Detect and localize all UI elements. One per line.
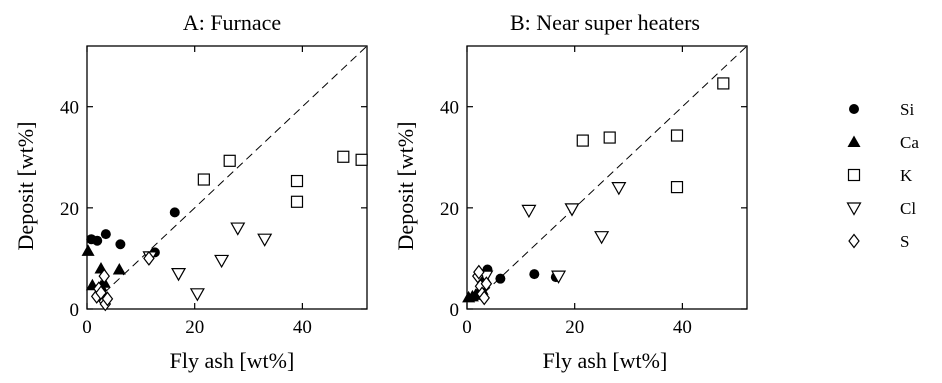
reference-line-group [103,45,368,294]
legend-label: K [900,166,913,185]
data-point-s [143,250,155,266]
data-point-k [337,150,350,163]
data-point-cl [189,288,205,302]
chart-title: B: Near super heaters [510,10,700,35]
reference-line [103,45,368,294]
data-point-k [576,134,589,147]
data-point-cl [521,204,537,219]
legend-item-cl: Cl [846,199,916,218]
data-point-cl [257,233,273,247]
data-point-si [529,269,540,280]
x-tick-label: 20 [565,317,584,338]
data-point-s [480,276,493,292]
data-points [462,77,730,306]
legend-item-ca: Ca [847,133,919,152]
data-point-cl [230,222,246,236]
data-point-k [290,195,304,208]
reference-line-group [483,45,748,294]
y-tick-label: 0 [450,300,460,321]
data-point-k [717,77,730,90]
data-point-cl [564,203,580,217]
legend-marker-cl [846,202,862,216]
series-cl [478,182,627,284]
data-point-cl [594,231,610,245]
axis-ticks: 0 20 40 0 20 40 [60,46,367,338]
legend-marker-s [848,233,860,249]
data-point-si [92,235,103,246]
series-si [86,207,180,258]
x-tick-label: 40 [673,317,692,338]
y-tick-label: 20 [60,199,79,220]
legend: Si Ca K Cl S [846,100,919,251]
legend-label: Si [900,100,914,119]
data-point-cl [551,270,567,284]
data-point-k [670,129,684,142]
legend-marker-si [849,104,859,114]
panel-near-super-heaters: B: Near super heaters Fly ash [wt%] Depo… [393,10,748,373]
y-axis-label: Deposit [wt%] [393,122,418,251]
y-tick-label: 20 [440,199,459,220]
legend-label: S [900,232,909,251]
data-point-s [473,264,485,280]
legend-marker-k [847,168,861,182]
panel-furnace: A: Furnace Fly ash [wt%] Deposit [wt%] 0… [13,10,368,373]
data-point-ca [112,263,126,275]
legend-label: Cl [900,199,916,218]
series-k [576,77,730,194]
chart-title: A: Furnace [183,10,281,35]
legend-marker-ca [847,135,861,147]
data-point-cl [611,182,627,196]
data-point-si [495,273,506,284]
data-point-k [290,174,304,188]
data-point-si [100,229,111,240]
data-point-cl [214,254,230,269]
x-tick-label: 0 [462,317,472,338]
plot-frame [466,45,748,310]
data-point-k [603,131,616,144]
x-tick-label: 40 [293,317,312,338]
data-point-si [115,239,126,250]
legend-item-s: S [848,232,909,251]
data-point-s [98,268,110,284]
series-k [197,150,368,208]
y-tick-label: 0 [70,300,80,321]
data-point-si [169,207,180,218]
axis-ticks: 0 20 40 0 20 40 [440,46,747,338]
data-point-cl [171,267,187,282]
reference-line [483,45,748,294]
legend-label: Ca [900,133,919,152]
legend-item-k: K [847,166,913,185]
data-point-s [478,290,490,306]
y-axis-label: Deposit [wt%] [13,122,38,251]
x-tick-label: 20 [185,317,204,338]
data-point-s [101,291,114,307]
series-s [472,264,493,306]
plot-frame [86,45,368,310]
data-point-k [355,153,368,166]
data-points [81,150,368,312]
x-axis-label: Fly ash [wt%] [543,348,668,373]
data-point-k [670,181,684,194]
series-cl [142,222,273,302]
series-s [90,250,155,312]
y-tick-label: 40 [60,98,79,119]
data-point-k [223,154,236,167]
x-tick-label: 0 [82,317,92,338]
x-axis-label: Fly ash [wt%] [170,348,295,373]
y-tick-label: 40 [440,98,459,119]
data-point-ca [81,244,95,256]
data-point-k [197,173,210,186]
legend-item-si: Si [849,100,914,119]
